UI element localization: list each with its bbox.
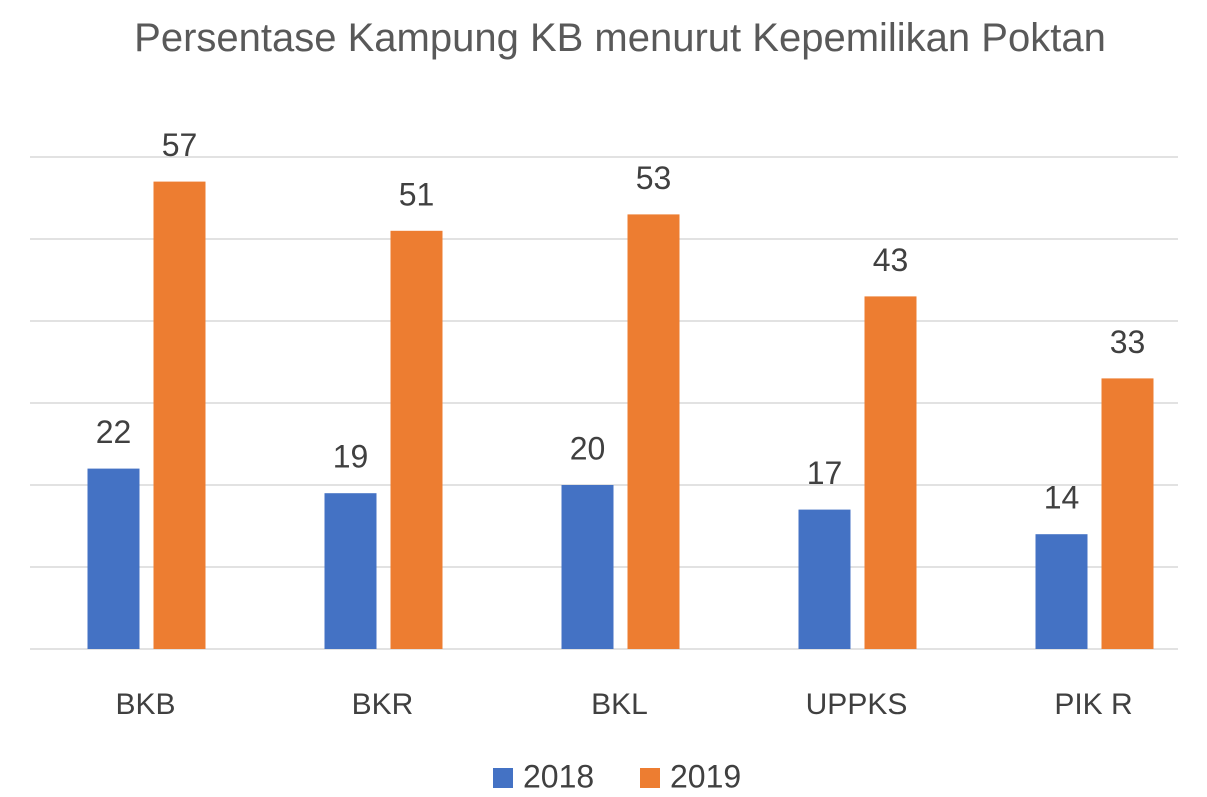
x-tick-label: UPPKS xyxy=(806,688,908,721)
x-tick-label: BKR xyxy=(352,688,414,721)
bar xyxy=(1035,534,1088,649)
data-label: 57 xyxy=(162,127,198,163)
chart-title: Persentase Kampung KB menurut Kepemilika… xyxy=(134,16,1106,60)
bar xyxy=(1101,378,1154,649)
data-label: 43 xyxy=(873,242,909,278)
legend-label: 2019 xyxy=(670,758,741,794)
bar xyxy=(864,296,917,649)
bar xyxy=(798,509,851,649)
bar xyxy=(561,485,614,649)
legend-swatch xyxy=(493,768,513,788)
x-tick-label: PIK R xyxy=(1054,688,1132,721)
bar xyxy=(390,230,443,650)
bar xyxy=(324,493,377,649)
data-label: 14 xyxy=(1044,480,1080,516)
x-tick-label: BKL xyxy=(591,688,648,721)
x-tick-label: BKB xyxy=(115,688,175,721)
data-label: 33 xyxy=(1110,324,1146,360)
title-box: Persentase Kampung KB menurut Kepemilika… xyxy=(134,16,1106,60)
bar xyxy=(627,214,680,649)
data-label: 20 xyxy=(570,430,606,466)
bar xyxy=(153,181,206,649)
data-label: 17 xyxy=(807,455,843,491)
data-label: 22 xyxy=(96,414,132,450)
legend-label: 2018 xyxy=(523,758,594,794)
legend-swatch xyxy=(640,768,660,788)
data-label: 19 xyxy=(333,439,369,475)
bar xyxy=(87,468,140,649)
data-label: 53 xyxy=(636,160,672,196)
data-label: 51 xyxy=(399,176,435,212)
